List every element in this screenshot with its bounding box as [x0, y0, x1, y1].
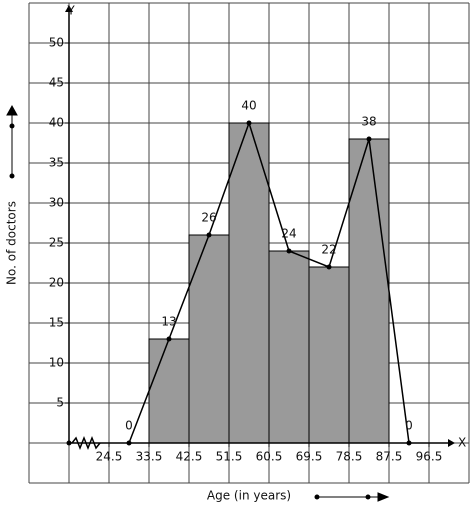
x-tick-label: 87.5: [376, 450, 403, 464]
x-axis-name: X: [458, 436, 466, 450]
data-label: 26: [201, 211, 216, 225]
y-tick-label: 10: [49, 356, 64, 370]
data-label: 0: [125, 419, 133, 433]
x-tick-label: 60.5: [256, 450, 283, 464]
polygon-point: [246, 120, 252, 126]
y-tick-label: 30: [49, 196, 64, 210]
y-tick-label: 20: [49, 276, 64, 290]
polygon-point: [166, 336, 172, 342]
bar: [148, 338, 190, 444]
y-tick-label: 15: [49, 316, 64, 330]
data-label: 24: [281, 227, 296, 241]
origin-dot: [66, 440, 72, 446]
data-label: 40: [241, 99, 256, 113]
data-label: 13: [161, 315, 176, 329]
decor-arrows: [6, 104, 390, 502]
bar: [268, 250, 310, 444]
polygon-point: [126, 440, 132, 446]
y-tick-label: 5: [56, 396, 64, 410]
polygon-point: [326, 264, 332, 270]
polygon-point: [206, 232, 212, 238]
y-tick-label: 40: [49, 116, 64, 130]
x-tick-label: 69.5: [296, 450, 323, 464]
y-tick-label: 35: [49, 156, 64, 170]
data-label: 0: [405, 419, 413, 433]
y-tick-label: 45: [49, 76, 64, 90]
x-tick-label: 78.5: [336, 450, 363, 464]
x-tick-label: 96.5: [416, 450, 443, 464]
x-arrow: [448, 439, 455, 447]
axis-break: [71, 435, 101, 451]
bar: [188, 234, 230, 444]
y-tick-label: 25: [49, 236, 64, 250]
y-axis-name: Y: [66, 4, 75, 18]
y-tick-label: 50: [49, 36, 64, 50]
polygon-point: [366, 136, 372, 142]
x-tick-label: 24.5: [96, 450, 123, 464]
y-label: No. of doctors: [5, 201, 19, 285]
x-label: Age (in years): [207, 489, 291, 503]
x-tick-label: 42.5: [176, 450, 203, 464]
frequency-polygon: [128, 120, 410, 444]
x-tick-label: 33.5: [136, 450, 163, 464]
bar: [308, 266, 350, 444]
polygon-point: [286, 248, 292, 254]
y-arrow: [65, 5, 73, 12]
data-label: 22: [321, 243, 336, 257]
polygon-point: [406, 440, 412, 446]
x-tick-label: 51.5: [216, 450, 243, 464]
data-label: 38: [361, 115, 376, 129]
bar: [228, 122, 270, 444]
